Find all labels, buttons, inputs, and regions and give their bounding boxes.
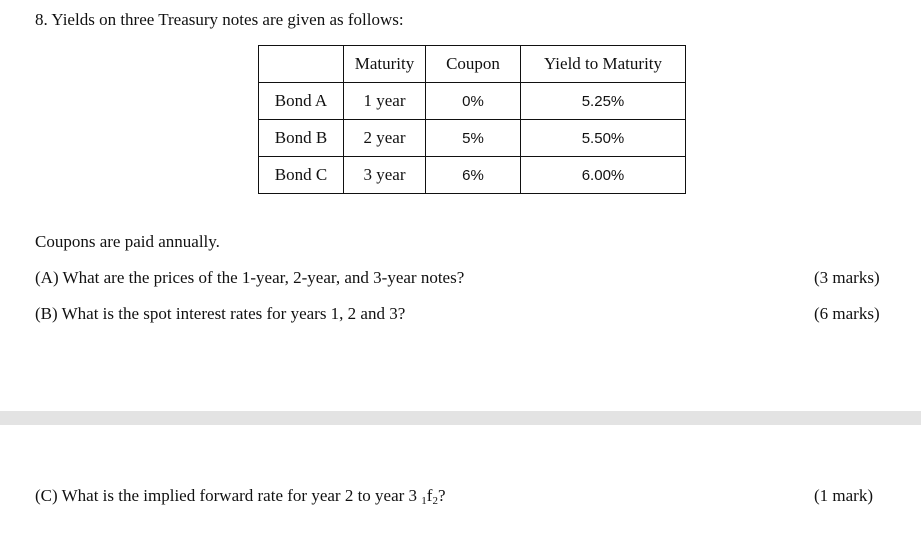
table-row: Bond A 1 year 0% 5.25% [258, 82, 686, 120]
yield-cell: 5.25% [520, 82, 686, 120]
question-part-c-end: ? [437, 486, 446, 505]
question-part-a: (A) What are the prices of the 1-year, 2… [35, 268, 465, 287]
table-header-yield-to-maturity: Yield to Maturity [520, 45, 686, 83]
table-header-row: Maturity Coupon Yield to Maturity [258, 45, 686, 83]
page-break-divider [0, 411, 921, 425]
question-title: 8. Yields on three Treasury notes are gi… [35, 10, 404, 29]
coupons-note: Coupons are paid annually. [35, 232, 220, 251]
yield-cell: 6.00% [520, 156, 686, 194]
bond-name-cell: Bond B [258, 119, 344, 157]
yield-cell: 5.50% [520, 119, 686, 157]
maturity-cell: 2 year [343, 119, 426, 157]
question-part-c-text: (C) What is the implied forward rate for… [35, 486, 422, 505]
bond-name-cell: Bond C [258, 156, 344, 194]
table-header-blank [258, 45, 344, 83]
marks-part-b: (6 marks) [814, 304, 880, 323]
forward-rate-symbol: f [426, 486, 433, 505]
question-part-c: (C) What is the implied forward rate for… [35, 486, 446, 507]
coupon-cell: 0% [425, 82, 521, 120]
table-row: Bond C 3 year 6% 6.00% [258, 156, 686, 194]
table-header-coupon: Coupon [425, 45, 521, 83]
table-row: Bond B 2 year 5% 5.50% [258, 119, 686, 157]
maturity-cell: 1 year [343, 82, 426, 120]
question-part-b: (B) What is the spot interest rates for … [35, 304, 406, 323]
forward-rate-start-subscript: 1 [421, 495, 427, 507]
bond-name-cell: Bond A [258, 82, 344, 120]
maturity-cell: 3 year [343, 156, 426, 194]
treasury-notes-table: Maturity Coupon Yield to Maturity Bond A… [258, 45, 686, 194]
marks-part-c: (1 mark) [814, 486, 874, 505]
forward-rate-end-subscript: 2 [432, 495, 438, 507]
coupon-cell: 6% [425, 156, 521, 194]
table-header-maturity: Maturity [343, 45, 426, 83]
marks-part-a: (3 marks) [814, 268, 880, 287]
coupon-cell: 5% [425, 119, 521, 157]
